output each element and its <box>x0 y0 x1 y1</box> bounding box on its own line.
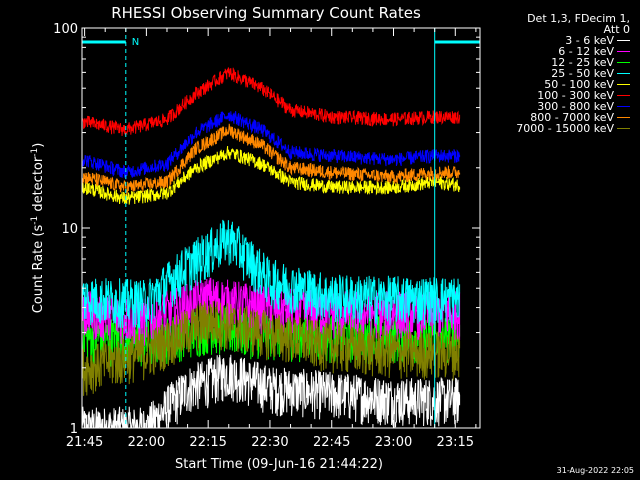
series-line-800-7000-kev <box>81 123 461 195</box>
legend-entry: 7000 - 15000 keV <box>484 123 630 134</box>
series-line-3-6-kev <box>81 354 461 429</box>
legend-entry: 25 - 50 keV <box>484 68 630 79</box>
legend-swatch <box>617 94 630 96</box>
series-line-7000-15000-kev <box>81 300 461 396</box>
legend-swatch <box>617 127 630 129</box>
legend-swatch <box>617 61 630 63</box>
legend-swatch <box>617 116 630 118</box>
x-tick-label: 22:45 <box>313 435 350 450</box>
legend-swatch <box>617 72 630 74</box>
legend-swatch <box>617 39 630 41</box>
legend-header-line-1: Det 1,3, FDecim 1, <box>527 12 630 25</box>
x-tick-label: 22:30 <box>251 435 288 450</box>
legend-header-line-2: Att 0 <box>603 23 630 36</box>
x-tick-label: 22:00 <box>128 435 165 450</box>
legend-swatch <box>617 83 630 85</box>
series-line-6-12-kev <box>81 277 461 346</box>
flag-label-0: N <box>132 37 139 48</box>
y-tick-label: 100 <box>53 22 78 37</box>
legend-entry: 3 - 6 keV <box>484 35 630 46</box>
legend-entry-label: 6 - 12 keV <box>558 45 614 58</box>
legend-entry-label: 7000 - 15000 keV <box>516 122 614 135</box>
x-tick-label: 22:15 <box>189 435 226 450</box>
x-tick-label: 21:45 <box>66 435 103 450</box>
legend-entry-label: 50 - 100 keV <box>544 78 614 91</box>
series-line-100-300-kev <box>81 67 461 136</box>
legend-swatch <box>617 50 630 52</box>
legend-entry: 50 - 100 keV <box>484 79 630 90</box>
legend-entry: 800 - 7000 keV <box>484 112 630 123</box>
legend-entry: 12 - 25 keV <box>484 57 630 68</box>
legend: Det 1,3, FDecim 1, Att 0 3 - 6 keV 6 - 12… <box>484 13 630 134</box>
legend-entry-label: 300 - 800 keV <box>537 100 614 113</box>
legend-entry-label: 3 - 6 keV <box>565 34 614 47</box>
series-line-25-50-kev <box>81 219 461 330</box>
series-layer <box>81 67 461 429</box>
legend-entry: 300 - 800 keV <box>484 101 630 112</box>
y-axis-label: Count Rate (s-1 detector-1) <box>30 143 46 314</box>
chart-title: RHESSI Observing Summary Count Rates <box>111 4 421 22</box>
series-line-300-800-kev <box>81 111 461 180</box>
generated-timestamp: 31-Aug-2022 22:05 <box>556 466 634 475</box>
y-tick-label: 10 <box>61 222 78 237</box>
legend-swatch <box>617 105 630 107</box>
legend-entry-label: 800 - 7000 keV <box>530 111 614 124</box>
legend-entry: 6 - 12 keV <box>484 46 630 57</box>
legend-entry-label: 100 - 300 keV <box>537 89 614 102</box>
x-tick-label: 23:00 <box>375 435 412 450</box>
legend-entry: 100 - 300 keV <box>484 90 630 101</box>
y-tick-label: 1 <box>70 422 78 437</box>
x-tick-label: 23:15 <box>437 435 474 450</box>
legend-entry-label: 25 - 50 keV <box>551 67 614 80</box>
x-axis-label: Start Time (09-Jun-16 21:44:22) <box>175 457 383 472</box>
legend-entries: 3 - 6 keV 6 - 12 keV 12 - 25 keV 25 - 50 ke… <box>484 35 630 134</box>
axes-layer: 21:45 22:00 22:15 22:30 22:45 23:00 23:15 1 10 10… <box>53 22 481 450</box>
legend-entry-label: 12 - 25 keV <box>551 56 614 69</box>
